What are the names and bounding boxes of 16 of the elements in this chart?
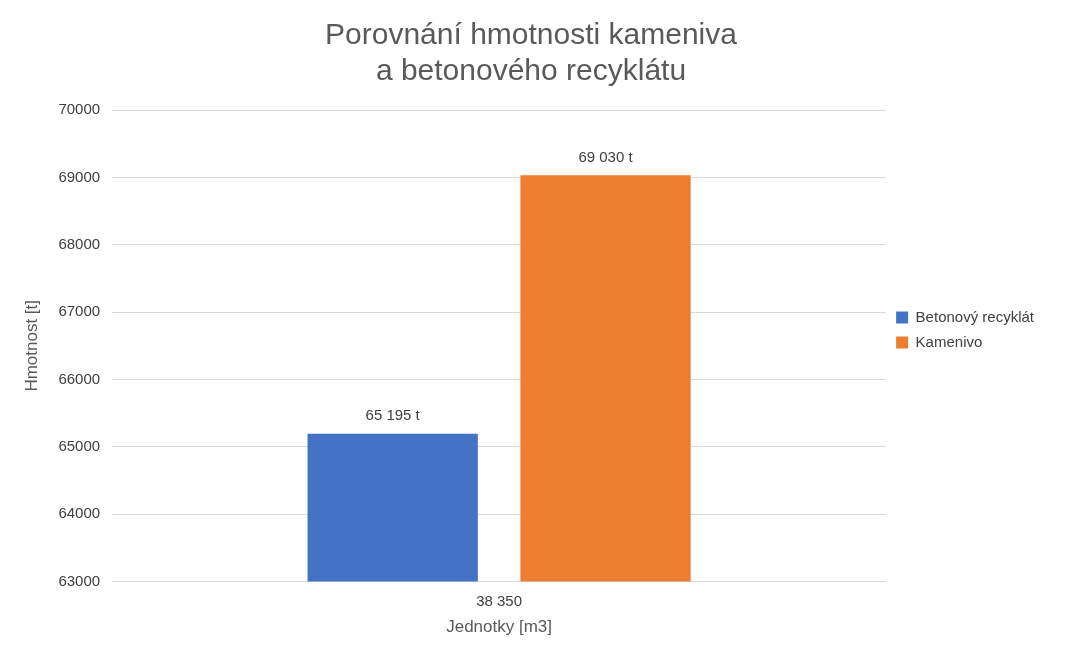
y-tick-label: 67000 xyxy=(58,302,101,320)
x-axis-title: Jednotky [m3] xyxy=(446,617,553,637)
y-tick-label: 70000 xyxy=(58,100,101,118)
y-tick-label: 66000 xyxy=(58,369,101,387)
y-tick-label: 68000 xyxy=(58,234,101,252)
legend-label: Kamenivo xyxy=(915,332,983,350)
legend-label: Betonový recyklát xyxy=(915,307,1035,325)
y-tick-label: 63000 xyxy=(58,571,101,589)
y-tick-label: 64000 xyxy=(58,504,101,522)
data-label: 65 195 t xyxy=(365,406,421,424)
y-tick-label: 69000 xyxy=(58,167,101,185)
y-tick-label: 65000 xyxy=(58,437,101,454)
data-label: 69 030 t xyxy=(578,147,634,165)
y-axis-title: Hmotnost [t] xyxy=(21,299,41,392)
chart-title: Porovnání hmotnosti kameniva a betonového recyklátu xyxy=(325,17,738,87)
x-tick-label: 38 350 xyxy=(476,591,523,609)
